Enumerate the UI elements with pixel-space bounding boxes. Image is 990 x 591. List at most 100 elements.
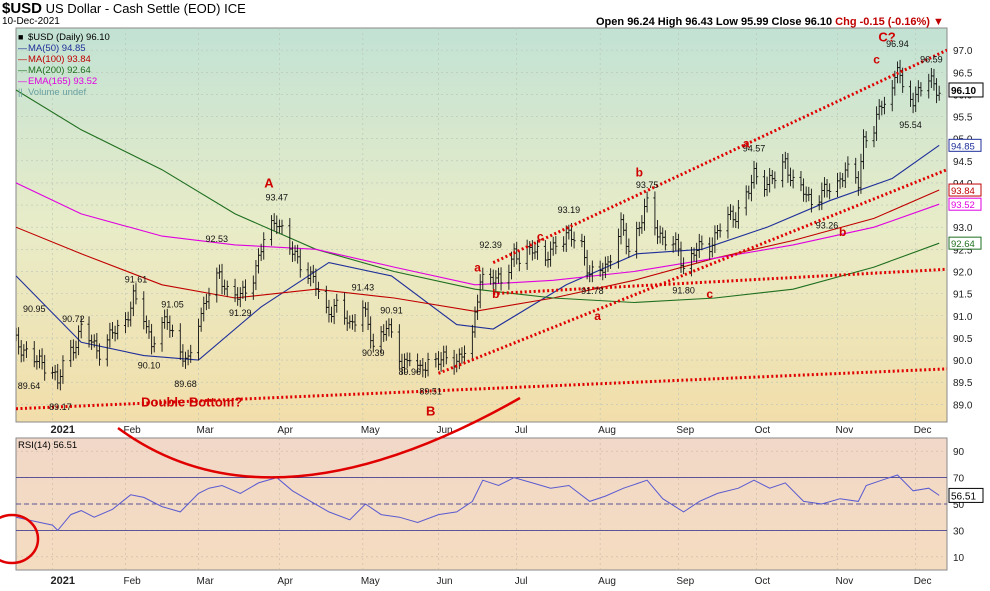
date-tick-label: May (361, 425, 380, 436)
price-tick-label: 91.0 (953, 312, 973, 323)
price-label: 96.59 (920, 54, 943, 64)
low-value: 95.99 (740, 16, 769, 28)
legend: ■ $USD (Daily) 96.10— MA(50) 94.85— MA(100)… (18, 32, 110, 451)
date-tick-label: Nov (835, 425, 853, 436)
chart-date: 10-Dec-2021 (2, 16, 60, 27)
legend-entry: MA(50) 94.85 (28, 43, 86, 54)
price-label: 91.61 (125, 275, 148, 285)
wave-label: C? (878, 29, 895, 44)
price-label: 90.91 (380, 306, 403, 316)
date-tick-label: Nov (835, 576, 853, 587)
rsi-series (16, 474, 940, 532)
wave-label: b (839, 225, 846, 239)
price-label: 89.64 (18, 381, 41, 391)
ma-line (16, 89, 940, 304)
legend-swatch: — (18, 65, 27, 75)
price-tick-label: 97.0 (953, 46, 973, 57)
ohlc-readout: Open 96.24 High 96.43 Low 95.99 Close 96… (596, 16, 944, 28)
wave-label: c (706, 287, 713, 301)
double-bottom-annotation: Double Bottom? (141, 395, 242, 410)
date-tick-label: Aug (598, 425, 616, 436)
trendline (437, 168, 947, 375)
price-label: 90.72 (62, 314, 85, 324)
price-tick-label: 92.5 (953, 245, 973, 256)
instrument-name: US Dollar - Cash Settle (EOD) (45, 1, 221, 16)
price-bars (16, 59, 941, 391)
legend-swatch: ■ (18, 32, 23, 42)
price-label: 90.95 (23, 304, 46, 314)
price-label: 89.68 (174, 379, 197, 389)
wave-label: B (426, 403, 435, 418)
price-tick-label: 94.5 (953, 157, 973, 168)
open-value: 96.24 (627, 16, 655, 28)
date-tick-label: Jul (515, 425, 528, 436)
change-value: -0.15 (-0.16%) (859, 16, 930, 28)
wave-label: a (594, 309, 601, 323)
price-tick-label: 92.0 (953, 267, 973, 278)
ma-tag: 92.64 (951, 239, 975, 250)
open-label: Open (596, 16, 625, 28)
date-tick-label: Dec (914, 425, 932, 436)
rsi-tick-label: 30 (953, 526, 965, 537)
ma-tag-box (948, 197, 982, 211)
price-label: 95.54 (899, 120, 922, 130)
date-tick-label: Apr (277, 576, 293, 587)
cup-arc (117, 396, 521, 479)
trendline (493, 267, 947, 296)
price-label: 92.53 (206, 234, 229, 244)
price-label: 93.75 (636, 180, 659, 190)
date-tick-label: Feb (124, 425, 142, 436)
change-label: Chg (835, 16, 857, 28)
price-label: 91.05 (161, 300, 184, 310)
date-tick-label: Aug (598, 576, 616, 587)
date-tick-label: Jul (515, 576, 528, 587)
wave-label: c (537, 229, 544, 243)
price-label: 90.10 (138, 361, 161, 371)
last-price-tag: 96.10 (951, 86, 976, 97)
wave-label: c (873, 52, 880, 66)
ma-tag-box (948, 183, 982, 197)
price-tick-label: 89.5 (953, 378, 973, 389)
rsi-tick-label: 50 (953, 500, 965, 511)
price-tick-label: 90.5 (953, 334, 973, 345)
date-tick-label: Sep (676, 576, 694, 587)
date-tick-label: 2021 (51, 424, 75, 436)
last-price-tag-box (948, 82, 984, 98)
high-value: 96.43 (685, 16, 713, 28)
date-tick-label: Dec (914, 576, 932, 587)
date-tick-label: Sep (676, 425, 694, 436)
date-tick-label: 2021 (51, 575, 75, 587)
price-label: 93.47 (266, 192, 289, 202)
date-tick-label: Jun (436, 576, 452, 587)
price-label: 93.19 (558, 205, 581, 215)
price-tick-label: 90.0 (953, 356, 973, 367)
rsi-current-tag: 56.51 (951, 491, 976, 502)
price-tick-label: 95.5 (953, 113, 973, 124)
date-tick-label: Apr (277, 425, 293, 436)
date-tick-label: Feb (124, 576, 142, 587)
date-tick-label: Jun (436, 425, 452, 436)
price-label: 96.94 (886, 39, 909, 49)
symbol: $USD (2, 0, 43, 17)
price-label: 91.43 (352, 283, 375, 293)
date-tick-label: Mar (197, 576, 215, 587)
high-label: High (657, 16, 683, 28)
rsi-current-tag-box (948, 487, 984, 503)
ma-tag-box (948, 138, 982, 152)
wave-label: b (636, 165, 643, 179)
ma-tag-box (948, 236, 982, 250)
price-tick-label: 91.5 (953, 290, 973, 301)
low-label: Low (715, 16, 738, 28)
date-tick-label: May (361, 576, 380, 587)
price-label: 91.78 (581, 286, 604, 296)
chart-title: $USD US Dollar - Cash Settle (EOD) ICE (2, 0, 246, 17)
price-label: 89.96 (399, 367, 422, 377)
wave-label: a (743, 137, 750, 151)
trendlines (16, 48, 947, 411)
price-tick-label: 96.5 (953, 68, 973, 79)
rsi-tick-label: 90 (953, 447, 965, 458)
price-label: 90.39 (362, 348, 385, 358)
ma-line (16, 182, 940, 286)
